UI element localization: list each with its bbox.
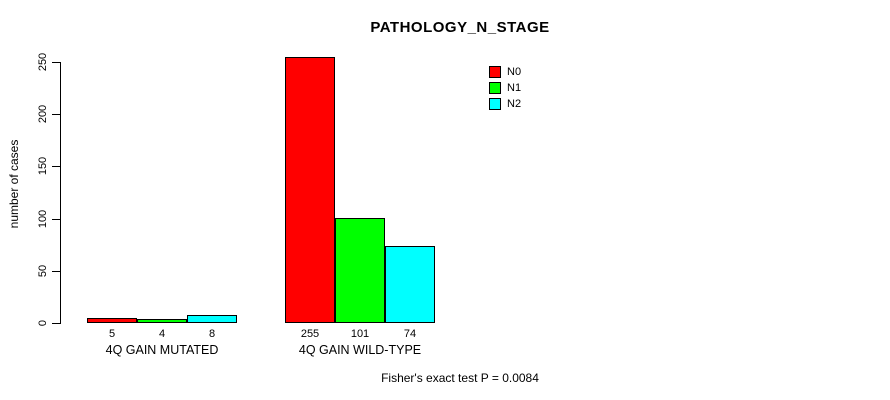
chart-title: PATHOLOGY_N_STAGE	[370, 19, 550, 36]
legend-label: N1	[507, 82, 522, 94]
legend-item: N1	[489, 82, 521, 94]
x-category-label: 4Q GAIN WILD-TYPE	[298, 343, 422, 357]
x-category-label: 4Q GAIN MUTATED	[105, 343, 219, 357]
bar-n1-group0	[137, 319, 187, 323]
stat-annotation: Fisher's exact test P = 0.0084	[381, 371, 539, 385]
y-tick-mark	[52, 219, 60, 220]
y-tick-mark	[52, 166, 60, 167]
y-tick-label: 250	[37, 52, 49, 72]
bar-value-label: 4	[158, 328, 166, 340]
legend-swatch-n2	[489, 98, 501, 110]
bar-n0-group0	[87, 318, 137, 323]
y-tick-label: 0	[37, 319, 49, 327]
bar-value-label: 74	[403, 328, 417, 340]
y-tick-mark	[52, 323, 60, 324]
bar-value-label: 101	[350, 328, 370, 340]
legend-label: N0	[507, 66, 522, 78]
legend-item: N2	[489, 98, 521, 110]
bar-value-label: 8	[208, 328, 216, 340]
y-axis-line	[60, 62, 61, 324]
y-tick-mark	[52, 114, 60, 115]
y-tick-label: 50	[37, 264, 49, 278]
legend-item: N0	[489, 66, 521, 78]
bar-n2-group1	[385, 246, 435, 323]
legend-swatch-n1	[489, 82, 501, 94]
y-tick-label: 200	[37, 104, 49, 124]
y-tick-mark	[52, 62, 60, 63]
legend-swatch-n0	[489, 66, 501, 78]
bar-value-label: 255	[300, 328, 320, 340]
y-axis-label: number of cases	[7, 139, 21, 229]
bar-value-label: 5	[108, 328, 116, 340]
y-tick-label: 100	[37, 209, 49, 229]
legend: N0 N1 N2	[489, 66, 521, 114]
legend-label: N2	[507, 98, 522, 110]
bar-n2-group0	[187, 315, 237, 323]
y-tick-mark	[52, 271, 60, 272]
y-tick-label: 150	[37, 156, 49, 176]
bar-n0-group1	[285, 57, 335, 323]
bar-n1-group1	[335, 218, 385, 323]
